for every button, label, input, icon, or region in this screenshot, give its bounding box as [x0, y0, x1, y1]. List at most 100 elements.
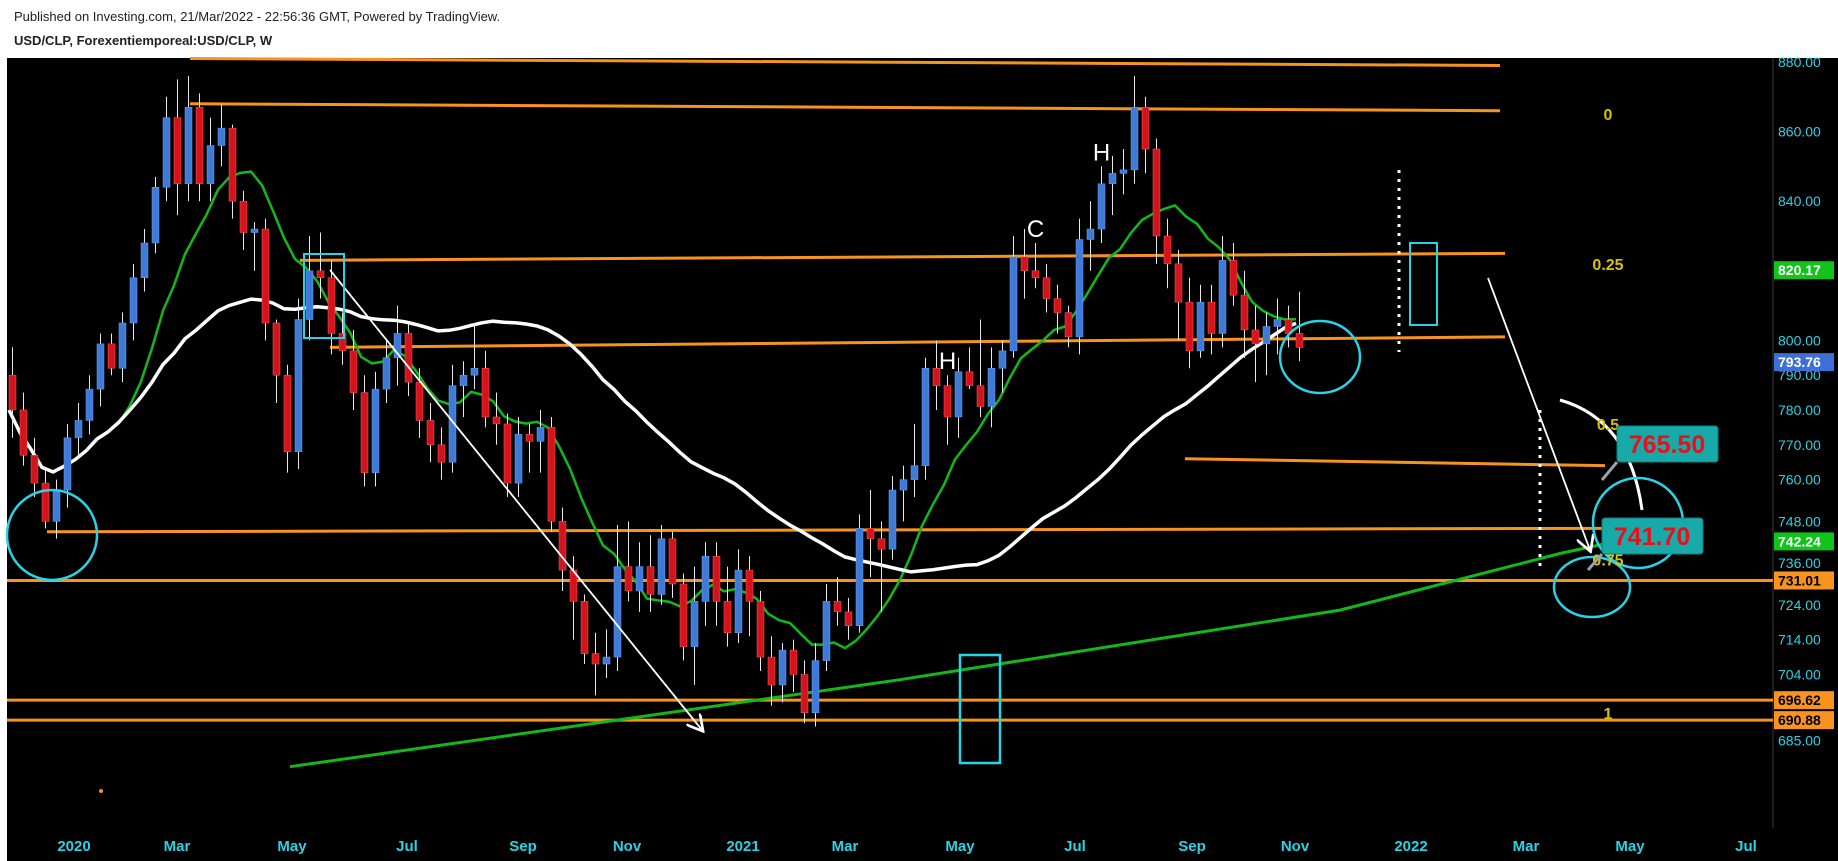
candle-body — [382, 357, 391, 390]
orange-level-line — [329, 335, 1506, 349]
time-tick-label: Sep — [1178, 838, 1206, 855]
candle-body — [778, 649, 787, 686]
candle-body — [591, 653, 600, 665]
plot-background — [7, 58, 1773, 828]
candle-body — [679, 583, 688, 647]
time-tick-label: Jul — [1064, 838, 1086, 855]
candle-body — [316, 270, 325, 279]
candle-body — [580, 601, 589, 654]
candle-body — [646, 566, 655, 595]
callout-box — [1601, 517, 1704, 555]
candle-body — [250, 228, 259, 233]
candle-body — [206, 145, 215, 185]
candle-body — [272, 322, 281, 376]
candle-body — [118, 322, 127, 369]
candle-body — [1075, 239, 1084, 338]
fib-level-label: 0.25 — [1592, 257, 1623, 274]
candle-body — [393, 333, 402, 359]
candle-body — [899, 479, 908, 491]
candle-body — [470, 367, 479, 376]
candle-body — [1240, 294, 1249, 331]
time-axis-ticks: 2020 Mar May Jul Sep Nov 2021 Mar May Jul Sep Nov 20… — [57, 838, 1757, 855]
symbol-caption: USD/CLP, Forexentiemporeal:USD/CLP, W — [14, 33, 273, 48]
candle-body — [1020, 256, 1029, 272]
callout-box — [1616, 425, 1719, 463]
price-tick-label: 748.00 — [1778, 513, 1821, 529]
target-curve-line — [1559, 398, 1644, 511]
candle-body — [943, 385, 952, 418]
candle-body — [415, 381, 424, 421]
candle-body — [822, 601, 831, 661]
candle-body — [349, 350, 358, 393]
candle-body — [492, 416, 501, 425]
candle-body — [1086, 228, 1095, 240]
price-tick-label: 724.00 — [1778, 597, 1821, 613]
candle-body — [690, 601, 699, 647]
candle-body — [184, 106, 193, 185]
price-axis-ticks: 685.00 704.00 714.00 724.00 736.00 748.00 760.… — [1778, 54, 1821, 749]
price-tick-label: 770.00 — [1778, 437, 1821, 453]
candle-body — [1009, 256, 1018, 352]
candle-body — [1262, 326, 1271, 345]
candle-body — [987, 367, 996, 407]
price-badge — [1774, 691, 1834, 710]
callout-label: 741.70 — [1614, 523, 1690, 551]
candle-body — [1185, 301, 1194, 352]
candle-body — [173, 117, 182, 185]
candle-body — [52, 489, 61, 522]
candle-body — [63, 437, 72, 491]
price-tick-label: 860.00 — [1778, 124, 1821, 140]
candle-body — [437, 444, 446, 463]
time-tick-label: 2020 — [57, 838, 90, 855]
time-tick-label: May — [277, 838, 307, 855]
candle-body — [481, 367, 490, 418]
highlight-box — [303, 253, 345, 339]
candle-body — [602, 656, 611, 665]
candle-body — [877, 538, 886, 550]
highlight-box — [1409, 242, 1438, 326]
candle-body — [712, 555, 721, 602]
orange-dot — [99, 789, 103, 793]
candle-body — [514, 434, 523, 484]
candle-body — [1108, 173, 1117, 185]
candle-body — [1218, 260, 1227, 334]
candle-body — [624, 566, 633, 592]
orange-level-line — [299, 251, 1506, 262]
candle-body — [85, 388, 94, 421]
candle-body — [1196, 301, 1205, 352]
candle-body — [305, 270, 314, 320]
price-badge — [1774, 261, 1834, 280]
candle-body — [866, 528, 875, 540]
candle-body — [657, 538, 666, 595]
time-axis-background — [7, 828, 1773, 861]
time-tick-label: Jul — [396, 838, 418, 855]
candle-body — [19, 409, 28, 456]
price-badge-label: 696.62 — [1778, 692, 1821, 708]
orange-level-line — [1184, 457, 1606, 468]
candle-body — [261, 228, 270, 324]
highlight-box — [958, 653, 1002, 765]
candle-body — [239, 200, 248, 233]
candlesticks — [8, 75, 1304, 727]
orange-level-line — [189, 57, 1501, 67]
callout-pointer — [1586, 553, 1604, 571]
time-tick-label: Nov — [1281, 838, 1310, 855]
candle-body — [1273, 319, 1282, 327]
candle-body — [756, 601, 765, 658]
candle-body — [371, 388, 380, 473]
time-tick-label: 2021 — [726, 838, 759, 855]
orange-level-line — [46, 526, 1606, 534]
highlight-circle — [1278, 319, 1362, 395]
target-callouts: 765.50 741.70 — [1586, 425, 1719, 571]
time-tick-label: 2022 — [1394, 838, 1427, 855]
candle-body — [1119, 169, 1128, 174]
price-tick-label: 800.00 — [1778, 332, 1821, 348]
candle-body — [1229, 260, 1238, 296]
callout-label: 765.50 — [1629, 431, 1705, 459]
candle-body — [767, 656, 776, 686]
candle-body — [789, 649, 798, 675]
candle-body — [965, 371, 974, 386]
candle-body — [1295, 333, 1304, 348]
candle-body — [811, 660, 820, 714]
